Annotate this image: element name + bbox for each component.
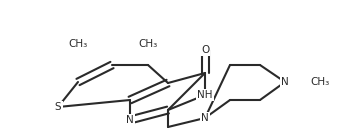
Text: CH₃: CH₃ xyxy=(68,39,88,49)
Text: N: N xyxy=(201,113,209,123)
Text: O: O xyxy=(201,45,209,55)
Text: NH: NH xyxy=(197,90,213,100)
Text: N: N xyxy=(126,115,134,125)
Text: S: S xyxy=(55,102,61,112)
Text: N: N xyxy=(281,77,289,87)
Text: CH₃: CH₃ xyxy=(310,77,329,87)
Text: CH₃: CH₃ xyxy=(138,39,158,49)
